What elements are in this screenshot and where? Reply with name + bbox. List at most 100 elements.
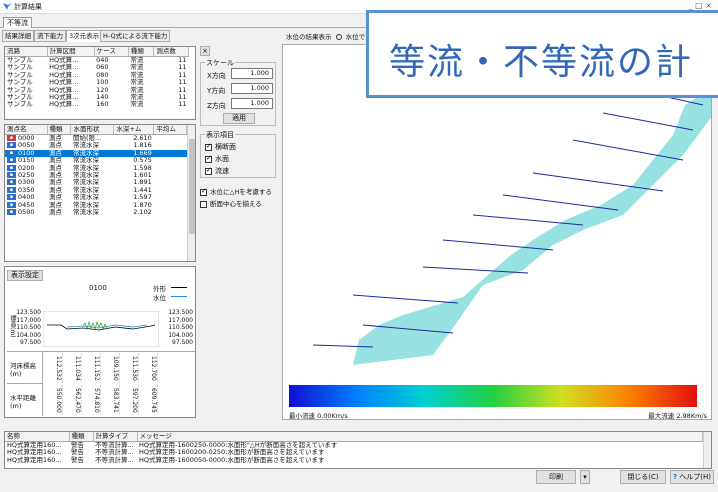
message-row[interactable]: HQ式算定用160... 警告 不等流計算... HQ式算定用-1600250-000… (5, 441, 703, 450)
table-row[interactable]: サンプル HQ式算... 080 常流 11 (5, 71, 189, 79)
water-display-option[interactable]: 水位の結果表示 水位で (286, 31, 365, 41)
display-settings-button[interactable]: 表示設定 (7, 270, 43, 281)
table-cell: HQ式算... (49, 63, 79, 72)
point-type-icon: ▪ (7, 179, 16, 186)
checkbox-icon[interactable] (205, 142, 212, 151)
right-tick-label: 117.000 (168, 316, 193, 324)
tab-flow-capacity[interactable]: 流下能力 (34, 30, 66, 42)
checkbox-icon[interactable] (205, 166, 212, 175)
tab-non-uniform-flow[interactable]: 不等流 (3, 17, 32, 28)
col-point-count[interactable]: 測点数 (153, 47, 189, 57)
3d-view[interactable]: 最小流速 0.00Km/s 最大流速 2.98Km/s (282, 44, 712, 420)
tab-3d-view[interactable]: 3次元表示 (66, 30, 103, 42)
table-row[interactable]: サンプル HQ式算... 100 常流 11 (5, 78, 189, 86)
close-panel-button[interactable]: × (200, 46, 210, 56)
col-average[interactable]: 平均ム (153, 125, 187, 135)
row2-label: 水平距離(m) (7, 384, 43, 416)
radio-icon[interactable] (335, 34, 342, 40)
table-cell: HQ式算... (49, 100, 79, 109)
checkbox-water-surface[interactable]: 水面 (205, 154, 229, 164)
checkbox-velocity[interactable]: 流速 (205, 166, 229, 176)
col-type[interactable]: 種類 (128, 47, 155, 57)
checkbox-icon[interactable] (205, 154, 212, 163)
table-row[interactable]: ▪ 0500 測点 常流水深 2.102 (5, 208, 187, 217)
message-cell: 警告 (71, 455, 84, 464)
table-row[interactable]: ▪ 0050 測点 常流水深 1.816 (5, 141, 187, 150)
checkbox-label: 流速 (215, 167, 229, 175)
message-scrollbar[interactable] (703, 432, 711, 468)
point-shape: 常流水深 (72, 163, 99, 172)
checkbox-label: 水面 (215, 155, 229, 163)
point-shape: 常流水深 (72, 193, 99, 202)
table-row[interactable]: ▪ 0200 測点 常流水深 1.598 (5, 163, 187, 172)
point-shape: 開始(限... (72, 134, 102, 142)
col-section[interactable]: 計算区間 (47, 47, 95, 57)
print-dropdown-button[interactable]: ▾ (580, 470, 590, 484)
window-title: 計算結果 (14, 3, 42, 11)
apply-button[interactable]: 適用 (223, 113, 255, 124)
point-value: 1.597 (133, 193, 152, 202)
chevron-down-icon: ▾ (583, 473, 587, 481)
y-scale-input[interactable]: 1.000 (231, 83, 273, 94)
option-consider-dh[interactable]: 水位に△Hを考慮する (200, 186, 272, 196)
col-calc-type[interactable]: 計算タイプ (93, 432, 138, 442)
checkbox-icon[interactable] (200, 187, 207, 196)
point-table-scrollbar[interactable] (187, 125, 195, 261)
point-type-icon: ▪ (7, 164, 16, 171)
x-scale-input[interactable]: 1.000 (231, 68, 273, 79)
col-surface-shape[interactable]: 水面形状 (70, 125, 115, 135)
point-kind: 測点 (49, 134, 63, 142)
option-align-center[interactable]: 断面中心を揃える (200, 198, 262, 208)
col-channel[interactable]: 流路 (5, 47, 48, 57)
table-cell: 常流 (130, 56, 144, 64)
z-scale-input[interactable]: 1.000 (231, 98, 273, 109)
table-row[interactable]: ▪ 0100 測点 常流水深 1.669 (5, 148, 187, 158)
point-kind: 測点 (49, 141, 63, 150)
point-name: 0500 (18, 208, 35, 217)
table-row[interactable]: ▪ 0250 測点 常流水深 1.601 (5, 171, 187, 179)
help-button[interactable]: ? ヘルプ(H) (670, 470, 714, 484)
message-row[interactable]: HQ式算定用160... 警告 不等流計算... HQ式算定用-1600050-000… (5, 455, 703, 464)
col-message[interactable]: メッセージ (137, 432, 703, 442)
checkbox-cross-section[interactable]: 横断面 (205, 142, 236, 152)
table-row[interactable]: サンプル HQ式算... 160 常流 11 (5, 100, 189, 109)
table-cell: HQ式算... (49, 85, 79, 94)
window-controls[interactable]: _ □ × (688, 1, 712, 10)
velocity-max-label: 最大流速 2.98Km/s (648, 412, 707, 420)
result-subtabs: 結果詳細 流下能力 3次元表示 H-Q式による流下能力 (2, 30, 382, 42)
point-type-icon: ▪ (7, 157, 16, 164)
left-tick-label: 123.500 (16, 309, 41, 316)
table-row[interactable]: ▪ 0400 測点 常流水深 1.597 (5, 193, 187, 202)
x-scale-label: X方向 (207, 72, 226, 80)
section-value: 112.532 (45, 353, 63, 383)
print-button[interactable]: 印刷 (536, 470, 576, 484)
point-value: 1.669 (113, 149, 154, 158)
table-row[interactable]: ▪ 0350 測点 常流水深 1.441 (5, 185, 187, 194)
scrollbar-thumb[interactable] (189, 139, 195, 234)
message-cell: 警告 (71, 448, 84, 457)
table-row[interactable]: ▪ 0300 測点 常流水深 1.891 (5, 179, 187, 186)
message-row[interactable]: HQ式算定用160... 警告 不等流計算... HQ式算定用-1600200-025… (5, 448, 703, 457)
col-kind[interactable]: 種類 (47, 125, 72, 135)
col-depth[interactable]: 水深+ム (113, 125, 155, 135)
col-name[interactable]: 名称 (5, 432, 70, 442)
table-row[interactable]: ▪ 0000 測点 開始(限... 2.610 (5, 134, 187, 143)
tab-result-detail[interactable]: 結果詳細 (2, 30, 34, 42)
tab-hq-flow-capacity[interactable]: H-Q式による流下能力 (100, 30, 171, 42)
point-kind: 測点 (49, 163, 63, 172)
table-row[interactable]: サンプル HQ式算... 120 常流 11 (5, 85, 189, 94)
table-row[interactable]: サンプル HQ式算... 140 常流 11 (5, 93, 189, 101)
table-row[interactable]: ▪ 0450 測点 常流水深 1.870 (5, 201, 187, 209)
table-row[interactable]: ▪ 0150 測点 常流水深 0.575 (5, 156, 187, 164)
point-name: 0350 (18, 185, 35, 194)
right-tick-label: 104.000 (168, 331, 193, 339)
close-button[interactable]: 閉じる(C) (620, 470, 666, 484)
table-row[interactable]: サンプル HQ式算... 060 常流 11 (5, 63, 189, 72)
section-value: 111.034 (64, 353, 82, 383)
col-case[interactable]: ケース (94, 47, 129, 57)
col-point-name[interactable]: 測点名 (5, 125, 48, 135)
point-name: 0100 (18, 148, 35, 157)
col-level[interactable]: 種類 (69, 432, 94, 442)
table-row[interactable]: サンプル HQ式算... 040 常流 11 (5, 56, 189, 65)
checkbox-icon[interactable] (200, 200, 207, 208)
